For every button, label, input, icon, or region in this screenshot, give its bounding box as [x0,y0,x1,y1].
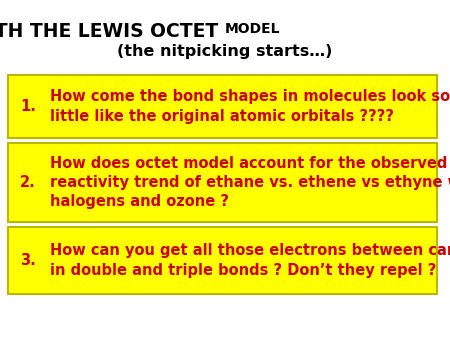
Text: reactivity trend of ethane vs. ethene vs ethyne with: reactivity trend of ethane vs. ethene vs… [50,175,450,190]
Text: little like the original atomic orbitals ????: little like the original atomic orbitals… [50,108,394,123]
Text: 3.: 3. [20,253,36,268]
Bar [8,227,437,294]
Text: MODEL: MODEL [225,22,280,36]
Bar [8,143,437,222]
Text: 1.: 1. [20,99,36,114]
Text: ISSUES WITH THE LEWIS OCTET: ISSUES WITH THE LEWIS OCTET [0,22,225,41]
Text: halogens and ozone ?: halogens and ozone ? [50,194,229,209]
Text: How can you get all those electrons between carbons: How can you get all those electrons betw… [50,243,450,259]
Text: How does octet model account for the observed: How does octet model account for the obs… [50,156,447,171]
Text: (the nitpicking starts…): (the nitpicking starts…) [117,44,333,59]
Text: 2.: 2. [20,175,36,190]
Text: in double and triple bonds ? Don’t they repel ?: in double and triple bonds ? Don’t they … [50,263,436,277]
Text: How come the bond shapes in molecules look so: How come the bond shapes in molecules lo… [50,90,450,104]
Bar [8,75,437,138]
